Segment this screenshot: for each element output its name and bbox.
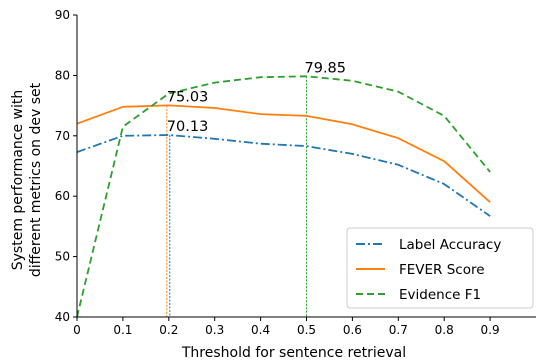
y-tick-label: 50 (55, 250, 70, 264)
legend-label-evidence-f1: Evidence F1 (399, 287, 481, 303)
y-tick-label: 80 (55, 68, 70, 82)
peak-marker-lines (166, 76, 307, 317)
series-line-fever-score (76, 104, 491, 203)
y-tick-label: 90 (55, 8, 70, 22)
legend-items: Label Accuracy FEVER Score Evidence F1 (356, 237, 501, 303)
y-tick-label: 60 (55, 189, 70, 203)
x-tick-label: 0.6 (343, 323, 362, 337)
peak-annotations: 79.85 75.03 70.13 (167, 60, 346, 135)
y-axis-ticks: 40 50 60 70 80 90 (55, 8, 77, 324)
y-axis-label-line-1: System performance with (10, 90, 26, 270)
x-axis-ticks: 0 0.1 0.2 0.3 0.4 0.5 0.6 0.7 0.8 0.9 (73, 317, 500, 337)
y-tick-label: 70 (55, 129, 70, 143)
x-tick-label: 0.3 (205, 323, 224, 337)
legend-label-fever-score: FEVER Score (399, 262, 485, 278)
x-tick-label: 0.7 (389, 323, 408, 337)
series-lines (76, 75, 491, 318)
x-tick-label: 0.9 (481, 323, 500, 337)
series-line-evidence-f1 (76, 75, 491, 318)
x-axis-label: Threshold for sentence retrieval (181, 345, 406, 360)
y-tick-label: 40 (55, 310, 70, 324)
x-tick-label: 0.8 (435, 323, 454, 337)
x-tick-label: 0.2 (159, 323, 178, 337)
y-axis-label-line-2: different metrics on dev set (28, 82, 44, 277)
peak-annotation-evidence-f1: 79.85 (305, 60, 347, 76)
x-tick-label: 0 (73, 323, 81, 337)
peak-annotation-fever-score: 75.03 (167, 89, 209, 105)
legend-label-label-accuracy: Label Accuracy (399, 237, 501, 253)
peak-annotation-label-accuracy: 70.13 (167, 119, 209, 135)
x-tick-label: 0.1 (113, 323, 132, 337)
legend: Label Accuracy FEVER Score Evidence F1 (346, 227, 534, 309)
x-tick-label: 0.4 (251, 323, 270, 337)
legend-box (346, 227, 534, 309)
x-tick-label: 0.5 (297, 323, 316, 337)
series-line-label-accuracy (76, 134, 491, 217)
